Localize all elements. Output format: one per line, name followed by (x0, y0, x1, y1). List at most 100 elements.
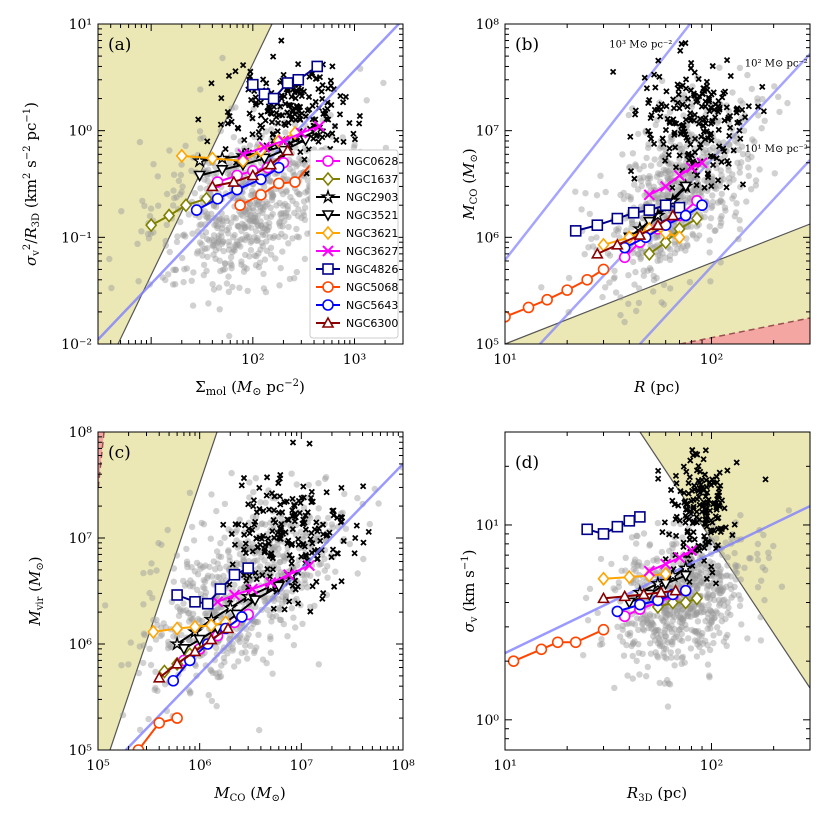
background-x-point (265, 506, 273, 513)
background-x-point (305, 93, 313, 101)
background-x-point (687, 65, 695, 72)
series-ngc5068 (507, 623, 610, 667)
background-cloud-point (655, 627, 662, 634)
background-cloud-point (203, 610, 210, 617)
background-cloud-point (249, 187, 256, 195)
background-x-point (340, 537, 347, 545)
background-cloud-point (656, 252, 663, 259)
background-cloud-point (629, 675, 636, 682)
background-cloud-point (644, 267, 651, 274)
background-cloud-point (225, 526, 232, 533)
background-cloud-point (719, 597, 726, 604)
background-x-point (670, 104, 678, 112)
data-point (265, 576, 277, 589)
background-cloud-point (720, 139, 727, 146)
data-point (272, 177, 285, 190)
background-cloud-point (272, 255, 279, 262)
background-cloud-point (664, 611, 671, 618)
background-cloud-point (736, 169, 743, 176)
background-x-point (705, 98, 713, 105)
background-cloud-point (726, 179, 733, 186)
background-cloud-point (220, 247, 227, 255)
background-cloud-point (611, 684, 618, 692)
background-cloud-point (684, 610, 691, 617)
background-cloud-point (688, 172, 696, 179)
background-cloud-point (249, 218, 256, 225)
background-cloud-point (720, 176, 727, 183)
background-cloud-point (140, 601, 147, 608)
background-cloud-point (170, 633, 177, 640)
data-point (659, 566, 672, 582)
background-cloud-point (153, 616, 160, 624)
background-cloud-point (688, 626, 695, 634)
background-cloud-point (715, 573, 722, 580)
background-cloud-point (646, 612, 653, 620)
background-x-point (262, 117, 269, 124)
background-x-point (682, 76, 690, 83)
background-cloud-point (684, 171, 692, 179)
background-cloud-point (259, 242, 267, 250)
legend-marker (322, 299, 334, 311)
background-x-point (249, 131, 256, 138)
background-cloud-point (691, 637, 699, 644)
background-cloud-point (724, 554, 731, 561)
background-x-point (631, 111, 639, 118)
background-cloud-point (247, 192, 255, 199)
background-cloud-point (694, 585, 701, 592)
background-cloud-point (183, 545, 190, 553)
background-cloud-point (666, 256, 674, 263)
series-line (150, 197, 207, 227)
background-cloud-point (375, 500, 382, 507)
background-cloud-point (705, 591, 712, 598)
data-point (679, 570, 693, 583)
background-cloud-point (284, 206, 291, 213)
background-x-point (224, 108, 231, 116)
background-x-point (329, 507, 336, 514)
background-cloud-point (279, 248, 286, 255)
background-x-point (703, 477, 710, 484)
background-cloud-point (259, 231, 266, 239)
background-cloud-point (258, 239, 265, 247)
background-cloud-point (664, 174, 671, 181)
background-cloud-point (166, 248, 173, 256)
background-cloud-point (635, 562, 642, 569)
data-point (569, 225, 582, 237)
background-x-point (273, 113, 280, 121)
series-ngc4826 (171, 562, 254, 610)
background-cloud-point (731, 549, 738, 557)
y-tick-label: 10⁰ (69, 124, 93, 140)
background-cloud-point (239, 220, 246, 227)
data-point (597, 263, 610, 276)
background-cloud-point (629, 640, 637, 648)
background-cloud-point (165, 638, 172, 646)
data-point (654, 585, 668, 598)
background-cloud-point (684, 612, 691, 619)
background-cloud-point (647, 162, 655, 169)
background-cloud-point (719, 551, 726, 558)
background-cloud-point (659, 250, 666, 257)
background-x-point (271, 493, 278, 500)
background-cloud-point (174, 603, 181, 611)
background-cloud-point (202, 562, 209, 569)
background-x-point (645, 127, 652, 135)
background-cloud-point (140, 659, 147, 667)
background-x-point (246, 73, 254, 80)
background-cloud-point (704, 661, 712, 668)
background-cloud-point (217, 553, 225, 560)
background-cloud-point (251, 252, 258, 259)
background-cloud-point (732, 563, 739, 570)
svg-text:MCO (M⊙): MCO (M⊙) (213, 784, 285, 804)
background-cloud-point (717, 586, 724, 593)
background-cloud-point (227, 632, 234, 639)
background-cloud-point (283, 589, 290, 596)
background-x-point (667, 486, 675, 494)
background-cloud-point (180, 600, 187, 607)
background-cloud-point (588, 235, 595, 243)
background-cloud-point (666, 611, 673, 619)
background-cloud-point (658, 615, 665, 622)
panel-b-background-points (538, 39, 791, 326)
background-cloud-point (301, 216, 309, 223)
background-cloud-point (724, 562, 731, 569)
x-tick-label: 10¹ (493, 352, 516, 368)
background-cloud-point (678, 606, 686, 613)
